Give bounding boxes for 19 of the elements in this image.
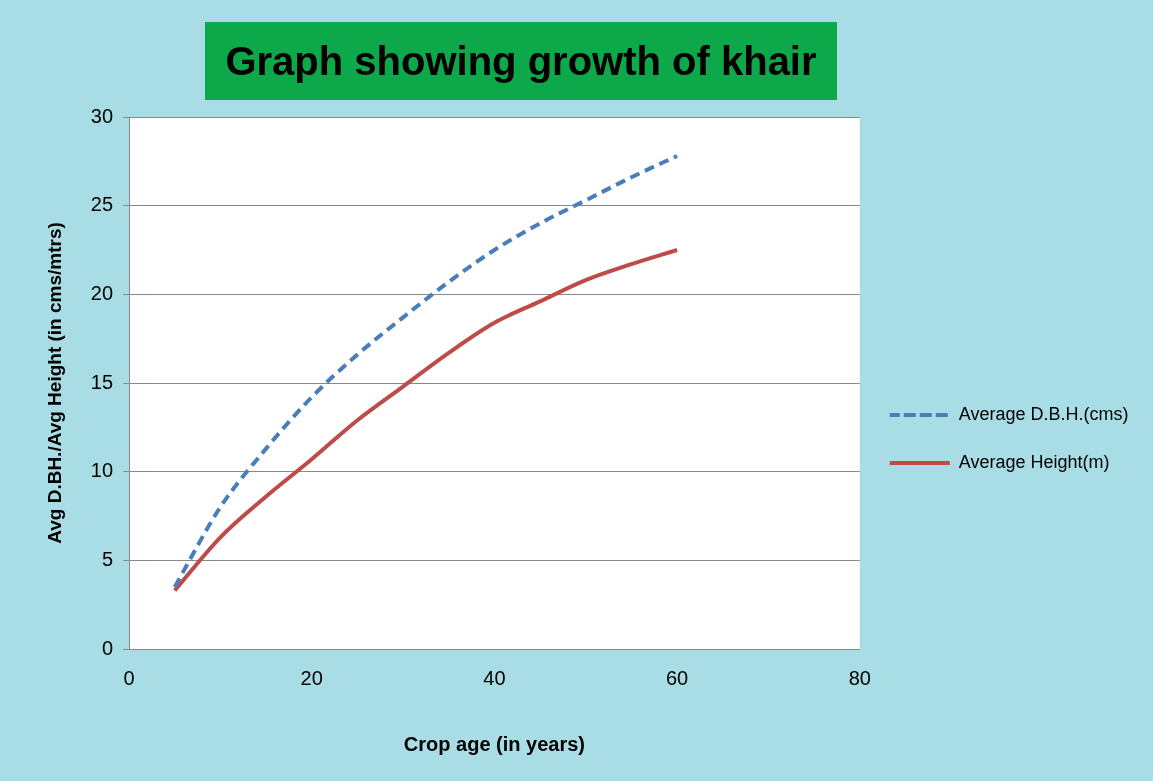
- x-tick-label: 80: [848, 666, 871, 689]
- y-tick-label: 10: [90, 459, 114, 482]
- x-tick-label: 40: [483, 666, 506, 689]
- x-axis-title: Crop age (in years): [403, 732, 585, 755]
- y-tick-label: 25: [90, 193, 114, 216]
- y-tick-label: 30: [90, 104, 114, 127]
- x-tick-label: 20: [300, 666, 323, 689]
- line-series: [172, 248, 680, 593]
- y-tick-label: 5: [101, 547, 114, 570]
- y-tick-label: 0: [101, 636, 114, 659]
- legend-label: Average D.B.H.(cms): [958, 403, 1129, 424]
- y-tick-label: 15: [90, 370, 114, 393]
- x-tick-label: 0: [123, 666, 135, 689]
- y-tick-label: 20: [90, 281, 114, 304]
- y-axis-title: Avg D.BH./Avg Height (in cms/mtrs): [43, 222, 65, 544]
- chart-title: Graph showing growth of khair: [205, 22, 837, 100]
- x-tick-label: 60: [665, 666, 689, 689]
- legend-label: Average Height(m): [958, 451, 1110, 472]
- line-series: [172, 154, 680, 589]
